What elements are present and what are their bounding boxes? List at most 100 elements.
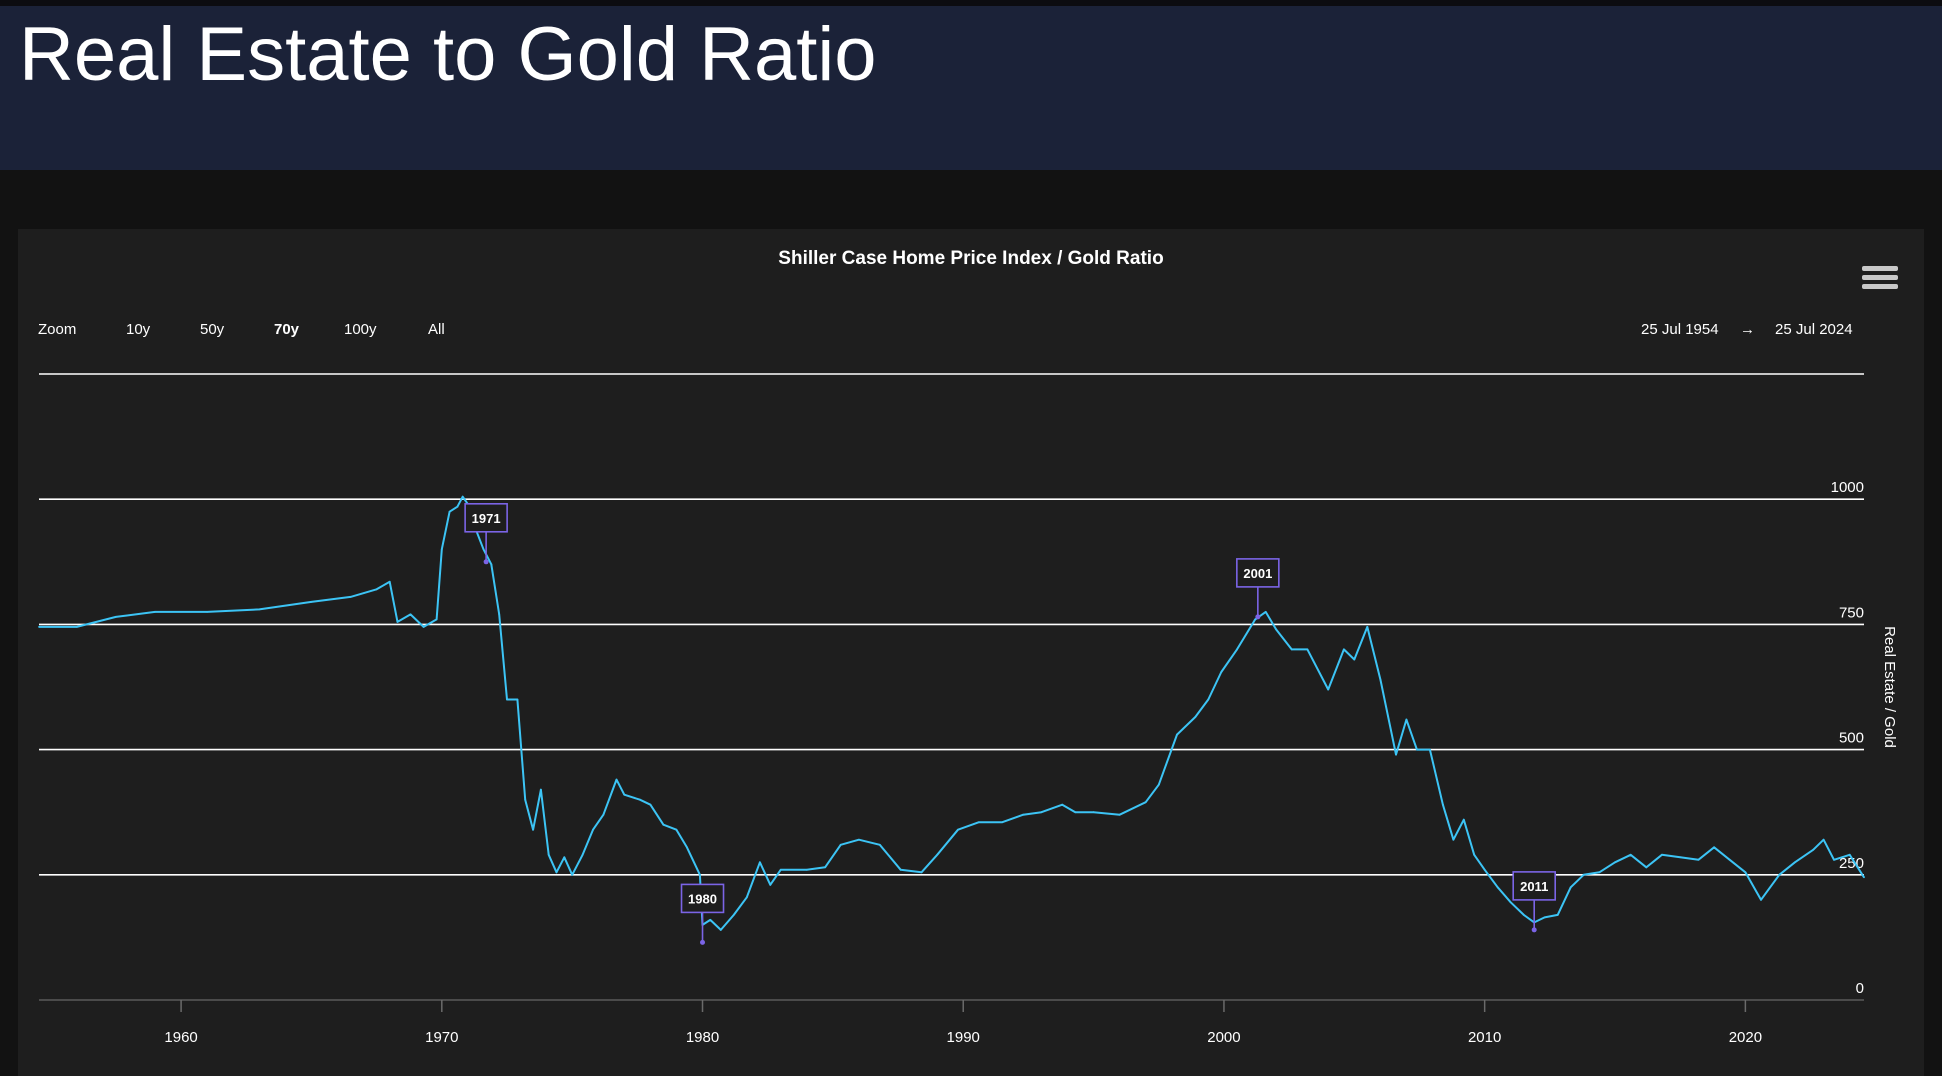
- data-point: [1290, 648, 1293, 651]
- data-point: [1236, 648, 1238, 651]
- zoom-button-all[interactable]: All: [428, 321, 445, 338]
- data-point: [349, 595, 352, 598]
- x-tick-label: 2000: [1207, 1029, 1240, 1046]
- data-point: [506, 698, 508, 701]
- data-point: [581, 853, 584, 856]
- data-point: [805, 868, 808, 871]
- series-line: [39, 495, 1865, 931]
- data-point: [1001, 821, 1004, 824]
- data-point: [539, 788, 542, 791]
- x-tick-label: 2010: [1468, 1029, 1501, 1046]
- data-point: [1569, 886, 1572, 889]
- data-point: [1327, 688, 1330, 691]
- data-point: [1543, 916, 1546, 919]
- data-point: [1760, 898, 1762, 901]
- chart-title: Shiller Case Home Price Index / Gold Rat…: [778, 248, 1164, 269]
- data-point: [1452, 838, 1455, 841]
- data-point: [1522, 913, 1525, 916]
- flag-label: 1971: [472, 511, 501, 526]
- y-tick-label: 1000: [1831, 479, 1864, 496]
- data-point: [532, 828, 534, 831]
- zoom-button-70y[interactable]: 70y: [274, 321, 300, 338]
- data-point: [1645, 866, 1648, 869]
- data-point: [602, 813, 605, 816]
- zoom-label: Zoom: [38, 321, 77, 338]
- data-point: [758, 861, 761, 864]
- data-point: [206, 610, 209, 613]
- data-point: [1415, 748, 1418, 751]
- data-point: [1074, 811, 1077, 814]
- flag-anchor: [483, 559, 489, 565]
- data-point: [461, 495, 464, 498]
- data-point: [1496, 886, 1499, 889]
- flag-box: [464, 502, 508, 533]
- data-point: [524, 798, 527, 801]
- data-point: [1040, 811, 1043, 814]
- data-point: [699, 873, 701, 876]
- data-point: [1812, 848, 1815, 851]
- data-point: [920, 871, 923, 874]
- data-point: [1194, 716, 1197, 718]
- data-point: [1254, 618, 1257, 621]
- data-point: [482, 548, 485, 551]
- zoom-button-100y[interactable]: 100y: [344, 321, 377, 338]
- range-from-input[interactable]: 25 Jul 1954: [1641, 321, 1719, 338]
- data-point: [1118, 813, 1121, 816]
- data-point: [1697, 858, 1700, 861]
- data-point: [1744, 871, 1747, 874]
- flag-label: 2001: [1243, 566, 1272, 581]
- data-point: [1405, 718, 1408, 721]
- range-to-input[interactable]: 25 Jul 2024: [1775, 321, 1853, 338]
- y-tick-label: 0: [1856, 980, 1864, 997]
- data-point: [258, 608, 261, 611]
- data-point: [1442, 803, 1444, 806]
- x-tick-label: 1980: [686, 1029, 719, 1046]
- data-point: [745, 896, 748, 899]
- data-point: [623, 793, 626, 796]
- data-point: [957, 828, 959, 831]
- data-point: [310, 600, 313, 603]
- data-point: [1629, 853, 1632, 856]
- data-point: [639, 798, 641, 801]
- data-point: [1092, 811, 1095, 814]
- data-point: [1353, 658, 1356, 661]
- page-title: Real Estate to Gold Ratio: [19, 12, 877, 97]
- data-point: [1395, 753, 1397, 756]
- data-point: [1275, 628, 1277, 631]
- data-point: [1342, 648, 1345, 651]
- data-point: [732, 913, 735, 916]
- y-tick-label: 500: [1839, 730, 1864, 747]
- y-tick-label: 750: [1839, 604, 1864, 621]
- data-point: [878, 843, 881, 846]
- data-point: [977, 821, 980, 824]
- data-point: [769, 883, 772, 886]
- data-point: [1429, 748, 1431, 751]
- data-point: [1728, 858, 1731, 861]
- x-tick-label: 1960: [164, 1029, 197, 1046]
- data-point: [409, 613, 412, 616]
- data-point: [1582, 873, 1585, 876]
- data-point: [1822, 838, 1825, 841]
- data-point: [1833, 858, 1835, 861]
- data-point: [1598, 871, 1601, 874]
- hamburger-menu-icon[interactable]: [1862, 266, 1898, 294]
- data-point: [396, 620, 399, 623]
- data-point: [115, 615, 117, 618]
- data-point: [75, 626, 78, 628]
- flag-anchor: [700, 939, 706, 945]
- flag-anchor: [1531, 927, 1537, 933]
- flag-box: [680, 883, 725, 914]
- data-point: [1306, 648, 1309, 651]
- data-point: [839, 843, 842, 846]
- data-point: [1679, 856, 1682, 859]
- data-point: [615, 778, 618, 781]
- zoom-button-50y[interactable]: 50y: [200, 321, 225, 338]
- flag-label: 1980: [688, 891, 717, 906]
- data-point: [1661, 853, 1663, 856]
- data-point: [563, 856, 566, 859]
- flag-anchor: [1255, 614, 1261, 620]
- data-point: [1794, 861, 1796, 864]
- data-point: [1863, 876, 1865, 879]
- zoom-button-10y[interactable]: 10y: [126, 321, 151, 338]
